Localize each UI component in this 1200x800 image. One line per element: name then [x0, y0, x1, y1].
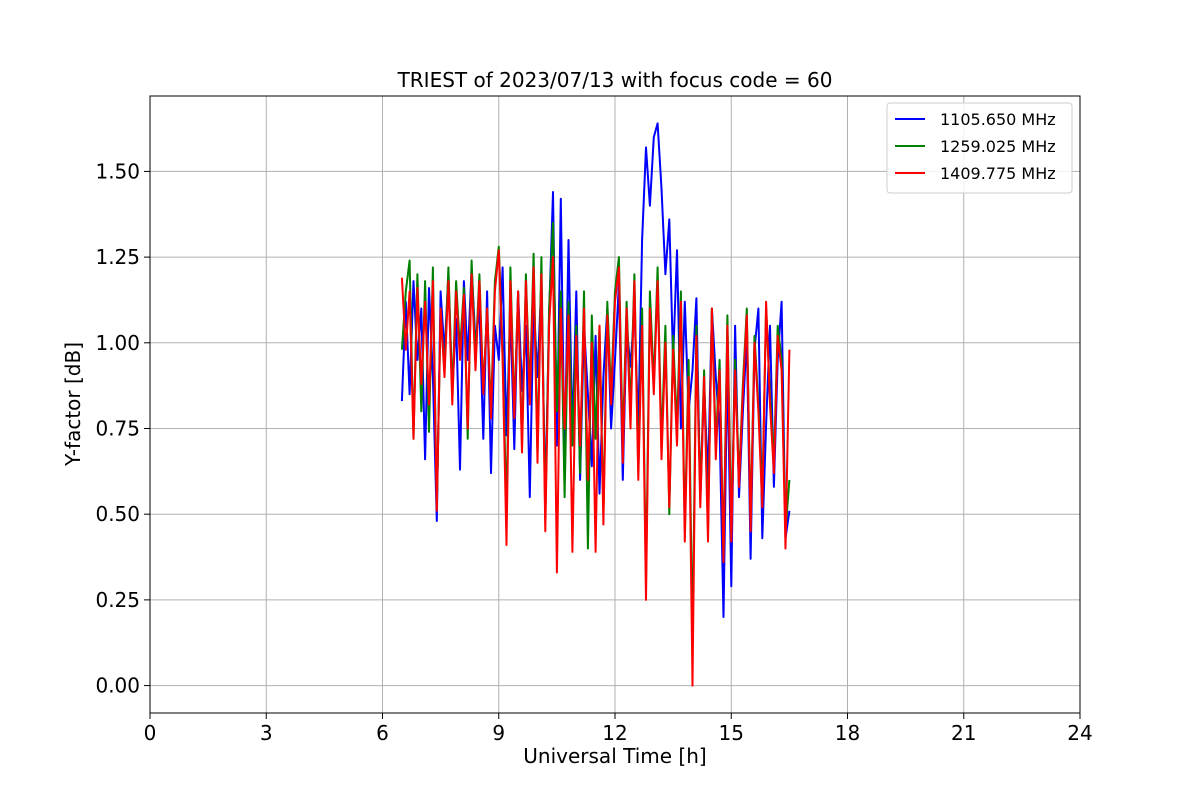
x-tick-label: 9	[492, 721, 505, 745]
x-tick-label: 12	[602, 721, 627, 745]
y-tick-label: 0.75	[95, 416, 140, 440]
x-tick-label: 3	[260, 721, 273, 745]
legend-entry-label: 1259.025 MHz	[940, 137, 1056, 156]
x-tick-label: 6	[376, 721, 389, 745]
y-tick-label: 1.50	[95, 159, 140, 183]
y-tick-label: 0.25	[95, 588, 140, 612]
legend-entry-label: 1105.650 MHz	[940, 110, 1056, 129]
y-axis-label: Y-factor [dB]	[61, 342, 85, 467]
x-axis-label: Universal Time [h]	[523, 744, 706, 768]
series-line-3	[400, 249, 791, 687]
x-tick-label: 0	[144, 721, 157, 745]
legend: 1105.650 MHz 1259.025 MHz 1409.775 MHz	[886, 102, 1073, 194]
x-tick-label: 21	[951, 721, 976, 745]
x-tick-label: 18	[835, 721, 860, 745]
y-tick-label: 0.50	[95, 502, 140, 526]
x-tick-label: 24	[1067, 721, 1092, 745]
axis-ticks: 0 3 6 9 12 15 18 21 24 0.00 0.25 0.50 0.75 1.00 1.25 1.…	[95, 159, 1092, 745]
y-tick-label: 1.25	[95, 245, 140, 269]
chart-title: TRIEST of 2023/07/13 with focus code = 6…	[397, 68, 833, 92]
series-lines	[400, 122, 791, 687]
y-tick-label: 1.00	[95, 331, 140, 355]
legend-entry-label: 1409.775 MHz	[940, 164, 1056, 183]
y-tick-label: 0.00	[95, 674, 140, 698]
x-tick-label: 15	[719, 721, 744, 745]
legend-box	[886, 102, 1073, 194]
